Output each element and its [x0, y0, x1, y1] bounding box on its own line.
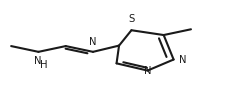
Text: H: H [40, 60, 48, 70]
Text: N: N [34, 56, 42, 66]
Text: N: N [144, 66, 151, 76]
Text: S: S [128, 14, 135, 24]
Text: N: N [179, 55, 186, 65]
Text: N: N [89, 37, 97, 47]
